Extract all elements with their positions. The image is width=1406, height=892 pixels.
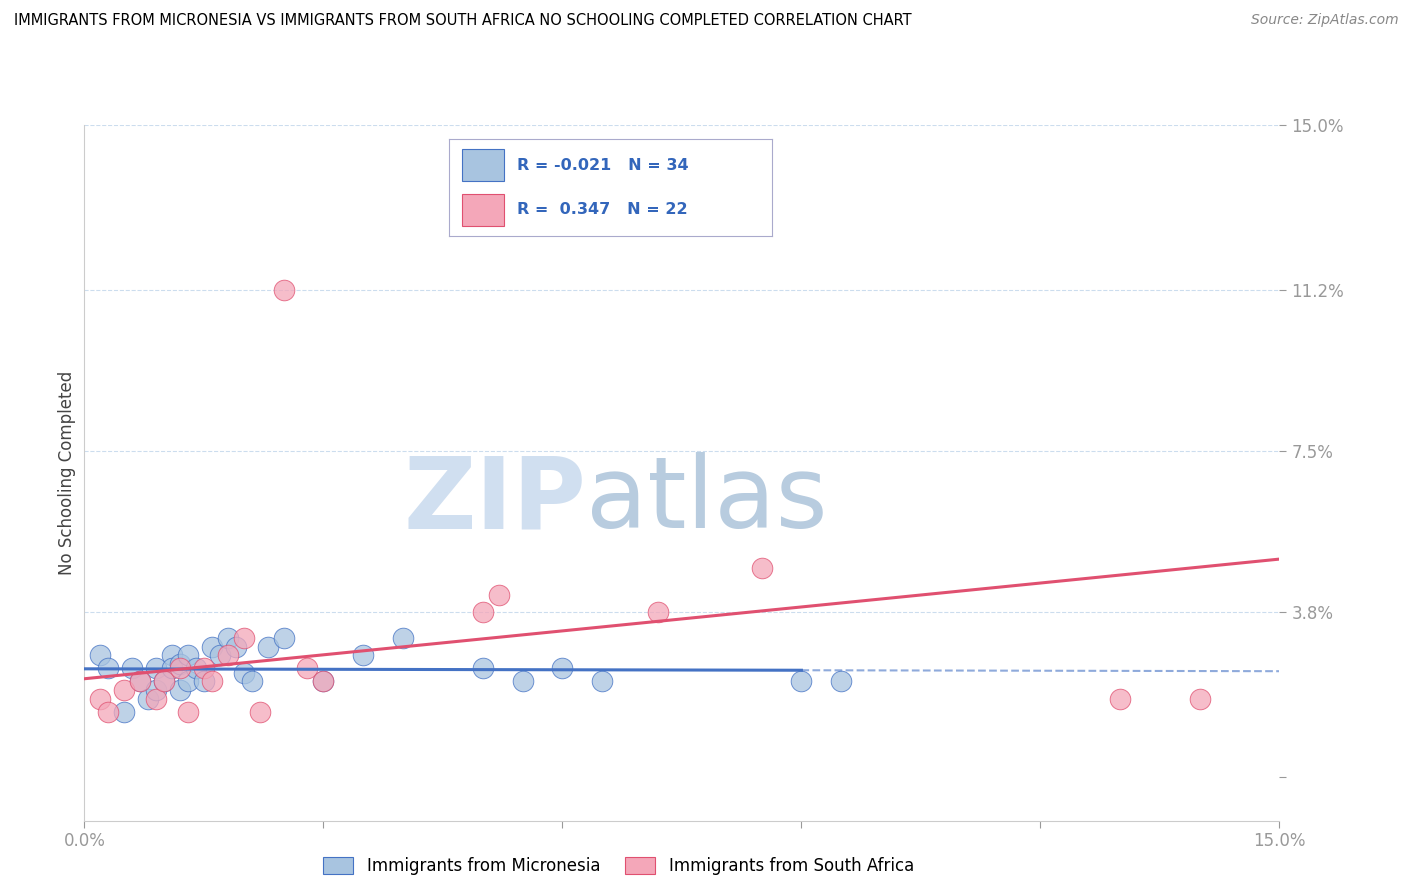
Point <box>145 692 167 706</box>
Point <box>647 605 669 619</box>
Point <box>201 674 224 689</box>
Point <box>121 661 143 675</box>
Point <box>312 674 335 689</box>
Point <box>256 640 278 654</box>
Point <box>160 648 183 663</box>
Point <box>153 674 176 689</box>
Point <box>488 588 510 602</box>
Point <box>273 283 295 297</box>
Y-axis label: No Schooling Completed: No Schooling Completed <box>58 371 76 574</box>
Point <box>184 661 207 675</box>
Point <box>217 631 239 645</box>
Point <box>297 661 319 675</box>
Point <box>352 648 374 663</box>
Point <box>193 674 215 689</box>
Point <box>217 648 239 663</box>
Point <box>591 674 613 689</box>
Point <box>169 657 191 671</box>
Point <box>240 674 263 689</box>
Point <box>830 674 852 689</box>
Point <box>225 640 247 654</box>
Point <box>136 692 159 706</box>
Point <box>790 674 813 689</box>
Point <box>392 631 415 645</box>
Point <box>201 640 224 654</box>
Point <box>129 674 152 689</box>
Point <box>471 605 494 619</box>
Point <box>145 683 167 698</box>
Point <box>471 661 494 675</box>
Point <box>129 674 152 689</box>
Point <box>249 705 271 719</box>
Point <box>112 705 135 719</box>
Point <box>153 674 176 689</box>
Point <box>145 661 167 675</box>
Point <box>273 631 295 645</box>
Point <box>169 683 191 698</box>
Point <box>232 631 254 645</box>
Point <box>751 561 773 575</box>
Point <box>232 665 254 680</box>
Point <box>169 661 191 675</box>
Point <box>160 661 183 675</box>
Point <box>1109 692 1132 706</box>
Text: atlas: atlas <box>586 452 828 549</box>
Point <box>97 705 120 719</box>
Point <box>312 674 335 689</box>
Point <box>177 674 200 689</box>
Point <box>89 692 111 706</box>
Point <box>512 674 534 689</box>
Point <box>208 648 231 663</box>
Point <box>112 683 135 698</box>
Point <box>551 661 574 675</box>
Point <box>97 661 120 675</box>
Point <box>177 648 200 663</box>
Text: ZIP: ZIP <box>404 452 586 549</box>
Point <box>193 661 215 675</box>
Text: Source: ZipAtlas.com: Source: ZipAtlas.com <box>1251 13 1399 28</box>
Point <box>177 705 200 719</box>
Point <box>1188 692 1211 706</box>
Text: IMMIGRANTS FROM MICRONESIA VS IMMIGRANTS FROM SOUTH AFRICA NO SCHOOLING COMPLETE: IMMIGRANTS FROM MICRONESIA VS IMMIGRANTS… <box>14 13 911 29</box>
Legend: Immigrants from Micronesia, Immigrants from South Africa: Immigrants from Micronesia, Immigrants f… <box>323 856 914 875</box>
Point <box>89 648 111 663</box>
